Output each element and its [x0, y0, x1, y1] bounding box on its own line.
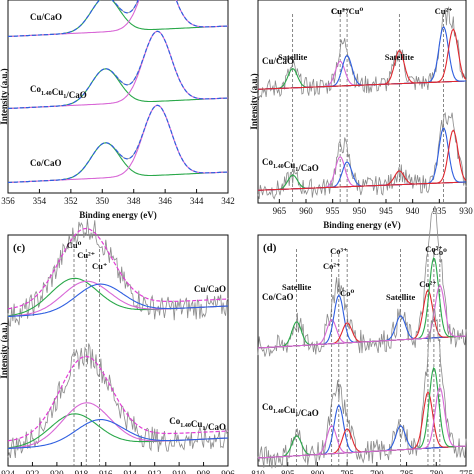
fitted-component-peak — [257, 322, 467, 349]
panel-a-cu-lmm-auger: 356 354 352 350 348 346 344 342 Binding energy (… — [0, 0, 235, 220]
x-tick-label: 352 — [64, 196, 78, 206]
x-tick-label: 930 — [459, 206, 473, 216]
x-axis-label: Binding energy (eV) — [79, 210, 157, 220]
fitted-component-peak — [257, 28, 467, 90]
peak-annotation: Cu²⁺ — [435, 6, 453, 16]
plot-frame — [7, 234, 229, 467]
panel-c-cu-spectra: 924 922 920 918 916 914 912 910 908 906 Intensity … — [0, 218, 235, 474]
sum-fit-line — [7, 104, 229, 184]
panel-b-cu2p-spectra: 965 960 955 950 945 940 935 930 Binding energy (… — [249, 0, 473, 230]
peak-annotation: Satellite — [385, 52, 414, 62]
x-tick-label: 356 — [1, 196, 15, 206]
fitted-component-peak — [257, 129, 467, 191]
peak-annotation: Co⁰ — [433, 247, 447, 257]
raw-spectrum-line — [7, 104, 229, 183]
x-tick-label: 916 — [99, 469, 113, 474]
peak-annotation: Cu²⁺ — [77, 250, 95, 260]
raw-spectrum-line — [257, 307, 467, 469]
raw-spectrum-line — [257, 111, 467, 200]
peak-annotation: Cu²⁺ — [331, 6, 349, 16]
x-tick-label: 922 — [26, 469, 40, 474]
fitted-component-peak — [7, 283, 229, 318]
x-tick-label: 354 — [33, 196, 47, 206]
x-tick-label: 810 — [251, 469, 265, 474]
x-tick-label: 910 — [172, 469, 186, 474]
sample-label: Co1.40Cu1/CaO — [169, 416, 226, 432]
sample-label: Cu/CaO — [30, 12, 62, 22]
x-tick-label: 344 — [190, 196, 204, 206]
panel-label: (c) — [13, 242, 26, 254]
x-tick-label: 960 — [299, 206, 313, 216]
x-axis-label: Binding energy (eV) — [323, 220, 401, 230]
x-tick-label: 906 — [221, 469, 235, 474]
sample-label: Co/CaO — [262, 292, 294, 302]
x-tick-label: 342 — [221, 196, 235, 206]
raw-spectrum-line — [7, 343, 229, 459]
x-tick-label: 935 — [433, 206, 447, 216]
x-tick-label: 955 — [326, 206, 340, 216]
fitted-component-peak — [257, 387, 467, 459]
fitted-component-peak — [257, 428, 467, 459]
sample-label: Co1.40Cu1/CaO — [262, 402, 319, 418]
plot-frame — [257, 0, 467, 204]
sum-fit-line — [7, 0, 229, 38]
peak-annotation: Co²⁺ — [323, 261, 340, 271]
x-tick-label: 780 — [430, 469, 444, 474]
x-tick-label: 945 — [379, 206, 393, 216]
x-tick-label: 918 — [75, 469, 89, 474]
x-tick-label: 346 — [158, 196, 172, 206]
x-tick-label: 940 — [406, 206, 420, 216]
raw-spectrum-line — [257, 205, 467, 357]
y-axis-label: Intensity (a.u.) — [0, 68, 9, 124]
sample-label: Co1.40Cu1/CaO — [262, 157, 319, 173]
y-axis-label: Intensity (a.u.) — [0, 322, 9, 378]
peak-annotation: Satellite — [278, 52, 307, 62]
envelope-line — [7, 227, 229, 310]
peak-annotation: Satellite — [386, 292, 415, 302]
x-tick-label: 912 — [148, 469, 162, 474]
plot-frame — [7, 0, 229, 194]
y-axis-label: Intensity (a.u.) — [249, 73, 259, 129]
x-tick-label: 950 — [353, 206, 367, 216]
peak-annotation: Co⁰ — [340, 288, 354, 298]
x-tick-label: 920 — [50, 469, 64, 474]
fitted-component-peak — [257, 256, 467, 349]
x-tick-label: 914 — [123, 469, 137, 474]
peak-annotation: Co³⁺ — [425, 244, 442, 254]
x-tick-label: 965 — [273, 206, 287, 216]
x-tick-label: 785 — [400, 469, 414, 474]
peak-annotation: Cu⁺ — [92, 261, 107, 271]
x-tick-label: 908 — [197, 469, 211, 474]
fitted-component-peak — [257, 321, 467, 349]
fitted-component-peak — [7, 68, 229, 110]
sample-label: Cu/CaO — [194, 284, 226, 294]
peak-annotation: Co³⁺ — [330, 246, 347, 256]
peak-annotation: Co²⁺ — [419, 279, 436, 289]
sample-label: Co1.40Cu1/CaO — [30, 84, 87, 100]
x-tick-label: 350 — [96, 196, 110, 206]
fitted-component-peak — [257, 319, 467, 349]
x-tick-label: 348 — [127, 196, 141, 206]
sample-label: Co/CaO — [30, 158, 62, 168]
sum-fit-line — [7, 30, 229, 110]
peak-annotation: Cu⁺/Cu⁰ — [331, 6, 364, 16]
sample-label: Cu/CaO — [262, 56, 294, 66]
envelope-line — [7, 355, 229, 442]
x-tick-label: 790 — [370, 469, 384, 474]
x-tick-label: 800 — [311, 469, 325, 474]
panel-label: (d) — [263, 242, 277, 254]
fitted-component-peak — [7, 419, 229, 450]
peak-annotation: Satellite — [282, 282, 311, 292]
x-tick-label: 795 — [340, 469, 354, 474]
peak-annotation: Cu⁰ — [67, 240, 82, 250]
panel-d-co2p-spectra: 810 805 800 795 790 785 780 775 Co/CaO Co1.40Cu1/… — [251, 205, 473, 474]
x-tick-label: 924 — [1, 469, 15, 474]
x-tick-label: 775 — [459, 469, 473, 474]
x-tick-label: 805 — [281, 469, 295, 474]
fitted-component-peak — [7, 104, 229, 184]
